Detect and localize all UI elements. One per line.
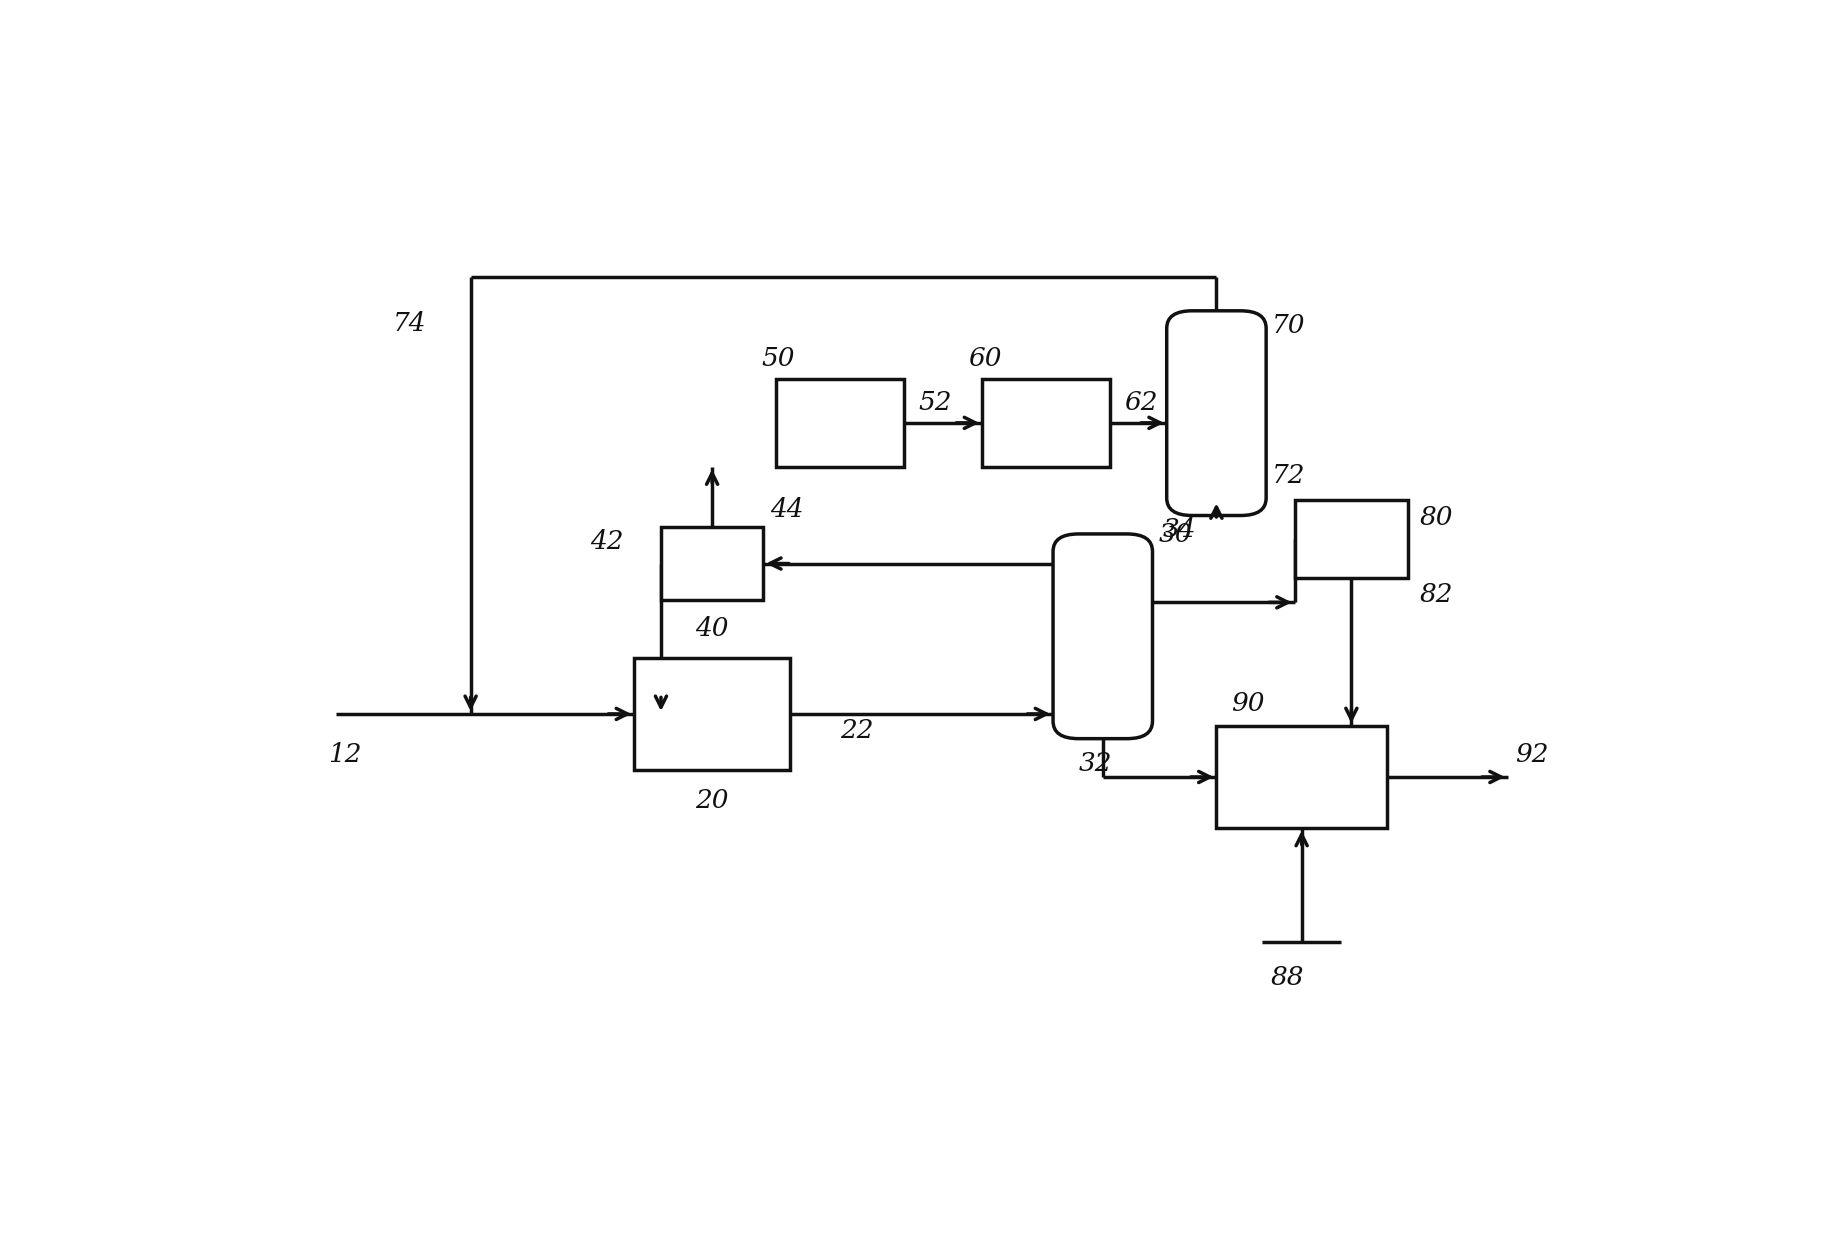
Text: 42: 42 <box>590 529 623 554</box>
Text: 44: 44 <box>769 498 804 523</box>
Bar <box>775 379 903 466</box>
FancyBboxPatch shape <box>1165 311 1266 515</box>
Text: 72: 72 <box>1271 464 1304 489</box>
Text: 88: 88 <box>1270 965 1304 990</box>
Text: 60: 60 <box>967 346 1000 372</box>
Text: 40: 40 <box>694 616 729 640</box>
Text: 30: 30 <box>1158 522 1191 547</box>
Bar <box>634 658 790 770</box>
Text: 12: 12 <box>328 742 363 767</box>
Bar <box>1293 500 1407 578</box>
Bar <box>982 379 1108 466</box>
Text: 52: 52 <box>918 391 951 415</box>
Text: 92: 92 <box>1513 742 1548 767</box>
FancyBboxPatch shape <box>1052 534 1152 738</box>
Text: 90: 90 <box>1229 692 1264 717</box>
Text: 20: 20 <box>694 789 729 814</box>
Text: 82: 82 <box>1418 582 1453 607</box>
Bar <box>1216 726 1387 828</box>
Bar <box>661 527 762 600</box>
Text: 80: 80 <box>1418 504 1453 529</box>
Text: 70: 70 <box>1271 312 1304 338</box>
Text: 62: 62 <box>1123 391 1158 415</box>
Text: 74: 74 <box>392 310 425 335</box>
Text: 22: 22 <box>839 718 874 743</box>
Text: 50: 50 <box>762 346 795 372</box>
Text: 32: 32 <box>1079 751 1112 775</box>
Text: 34: 34 <box>1161 517 1194 542</box>
